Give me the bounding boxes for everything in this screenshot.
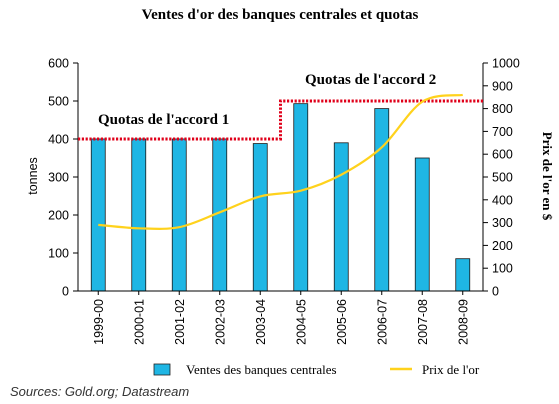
left-tick-label: 200: [48, 209, 69, 223]
bar: [90, 138, 106, 292]
right-tick-label: 500: [492, 171, 513, 185]
x-tick-label: 2007-08: [416, 299, 430, 345]
x-tick-label: 2008-09: [456, 299, 470, 345]
bar: [455, 258, 471, 292]
right-tick-label: 1000: [492, 57, 520, 71]
legend-line-label: Prix de l'or: [422, 362, 480, 377]
right-tick-label: 200: [492, 239, 513, 253]
left-tick-label: 500: [48, 95, 69, 109]
legend: Ventes des banques centrales Prix de l'o…: [153, 362, 480, 377]
left-tick-label: 0: [62, 285, 69, 299]
left-tick-label: 100: [48, 247, 69, 261]
bar: [333, 142, 349, 292]
right-tick-label: 400: [492, 193, 513, 207]
bar: [252, 143, 268, 292]
left-axis: 0 100 200 300 400 500 600: [48, 57, 79, 299]
y-axis-left-label: tonnes: [26, 157, 40, 195]
x-tick-label: 2002-03: [213, 299, 227, 345]
legend-bar-swatch: [153, 363, 171, 376]
x-tick-label: 2005-06: [335, 299, 349, 345]
right-tick-label: 0: [492, 285, 499, 299]
x-tick-label: 2000-01: [132, 299, 146, 345]
right-tick-label: 600: [492, 148, 513, 162]
y-axis-right-label: Prix de l'or en $: [540, 132, 555, 221]
quota-1-label: Quotas de l'accord 1: [98, 112, 229, 128]
right-tick-label: 800: [492, 102, 513, 116]
left-tick-label: 400: [48, 133, 69, 147]
x-tick-label: 2003-04: [254, 299, 268, 345]
right-tick-label: 900: [492, 79, 513, 93]
quota-line: [78, 99, 483, 141]
x-tick-label: 1999-00: [92, 299, 106, 345]
price-series-line: [98, 93, 463, 230]
bar: [293, 103, 309, 292]
legend-bar-label: Ventes des banques centrales: [186, 362, 337, 377]
gold-price-line: [98, 93, 463, 230]
bar: [414, 157, 430, 292]
x-tick-label: 2006-07: [375, 299, 389, 345]
chart-title: Ventes d'or des banques centrales et quo…: [142, 7, 419, 23]
bar: [171, 138, 187, 292]
x-tick-label: 2004-05: [294, 299, 308, 345]
right-tick-label: 700: [492, 125, 513, 139]
quota-2-label: Quotas de l'accord 2: [305, 72, 436, 88]
left-tick-label: 600: [48, 57, 69, 71]
right-tick-label: 100: [492, 262, 513, 276]
source-note: Sources: Gold.org; Datastream: [10, 384, 189, 399]
x-axis: 1999-00 2000-01 2001-02 2002-03 2003-04 2004-…: [78, 290, 483, 345]
left-tick-label: 300: [48, 171, 69, 185]
bar: [374, 108, 390, 292]
right-tick-label: 300: [492, 216, 513, 230]
quota-lines: Quotas de l'accord 1 Quotas de l'accord 2: [78, 72, 483, 141]
right-axis: 0 100 200 300 400 500 600 700 800 900 1000: [482, 57, 520, 299]
x-tick-label: 2001-02: [173, 299, 187, 345]
bar: [131, 138, 147, 292]
